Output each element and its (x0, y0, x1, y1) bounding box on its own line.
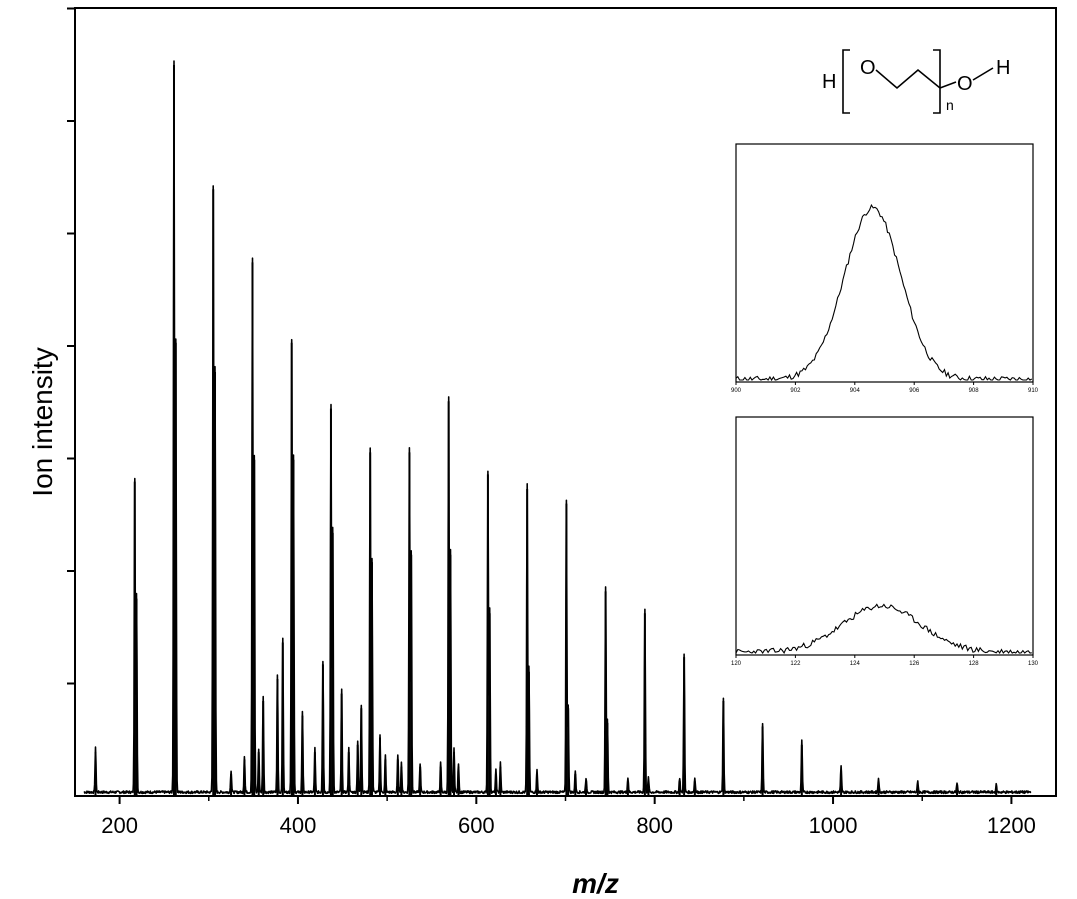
peg-structure-diagram: H O O H n (822, 49, 1010, 114)
x-tick-label-800: 800 (636, 813, 673, 838)
inset-tick-label-904: 904 (850, 388, 861, 394)
x-tick-label-1200: 1200 (987, 813, 1036, 838)
structure-subscript-n: n (946, 97, 954, 113)
x-tick-label-200: 200 (101, 813, 138, 838)
inset-tick-label-130: 130 (1028, 661, 1039, 667)
structure-left-bracket (842, 49, 850, 114)
x-axis: 200 400 600 800 1000 1200 (101, 796, 1036, 838)
inset-chart-2: 120 122 124 126 128 130 (731, 416, 1039, 667)
inset-frame (735, 416, 1034, 656)
x-tick-label-600: 600 (458, 813, 495, 838)
x-tick-label-1000: 1000 (809, 813, 858, 838)
structure-right-bracket (933, 49, 941, 114)
inset-tick-label-120: 120 (731, 661, 742, 667)
structure-o-right: O (957, 73, 973, 95)
inset-trace (735, 603, 1032, 655)
inset-trace (735, 203, 1033, 382)
structure-o-chain: O (860, 57, 876, 79)
x-axis-title: m/z (572, 868, 619, 899)
y-axis-title: Ion intensity (27, 347, 58, 496)
inset-tick-label-906: 906 (909, 388, 920, 394)
x-tick-label-400: 400 (280, 813, 317, 838)
spectrum-trace (83, 60, 1032, 795)
inset-frame (735, 143, 1034, 383)
structure-h-left: H (822, 71, 836, 93)
structure-chain-bonds (875, 68, 957, 90)
y-axis (67, 7, 75, 685)
inset-tick-label-902: 902 (790, 388, 801, 394)
inset-tick-label-126: 126 (909, 661, 920, 667)
structure-oh-bond (972, 67, 994, 81)
spectrum-series (83, 60, 1032, 796)
inset-tick-label-124: 124 (850, 661, 861, 667)
inset-tick-label-908: 908 (969, 388, 980, 394)
inset-tick-label-122: 122 (790, 661, 801, 667)
inset-chart-1: 900 902 904 906 908 910 (731, 143, 1039, 394)
inset-tick-label-900: 900 (731, 388, 742, 394)
inset-tick-label-910: 910 (1028, 388, 1039, 394)
inset-tick-label-128: 128 (969, 661, 980, 667)
structure-h-right: H (996, 57, 1010, 79)
